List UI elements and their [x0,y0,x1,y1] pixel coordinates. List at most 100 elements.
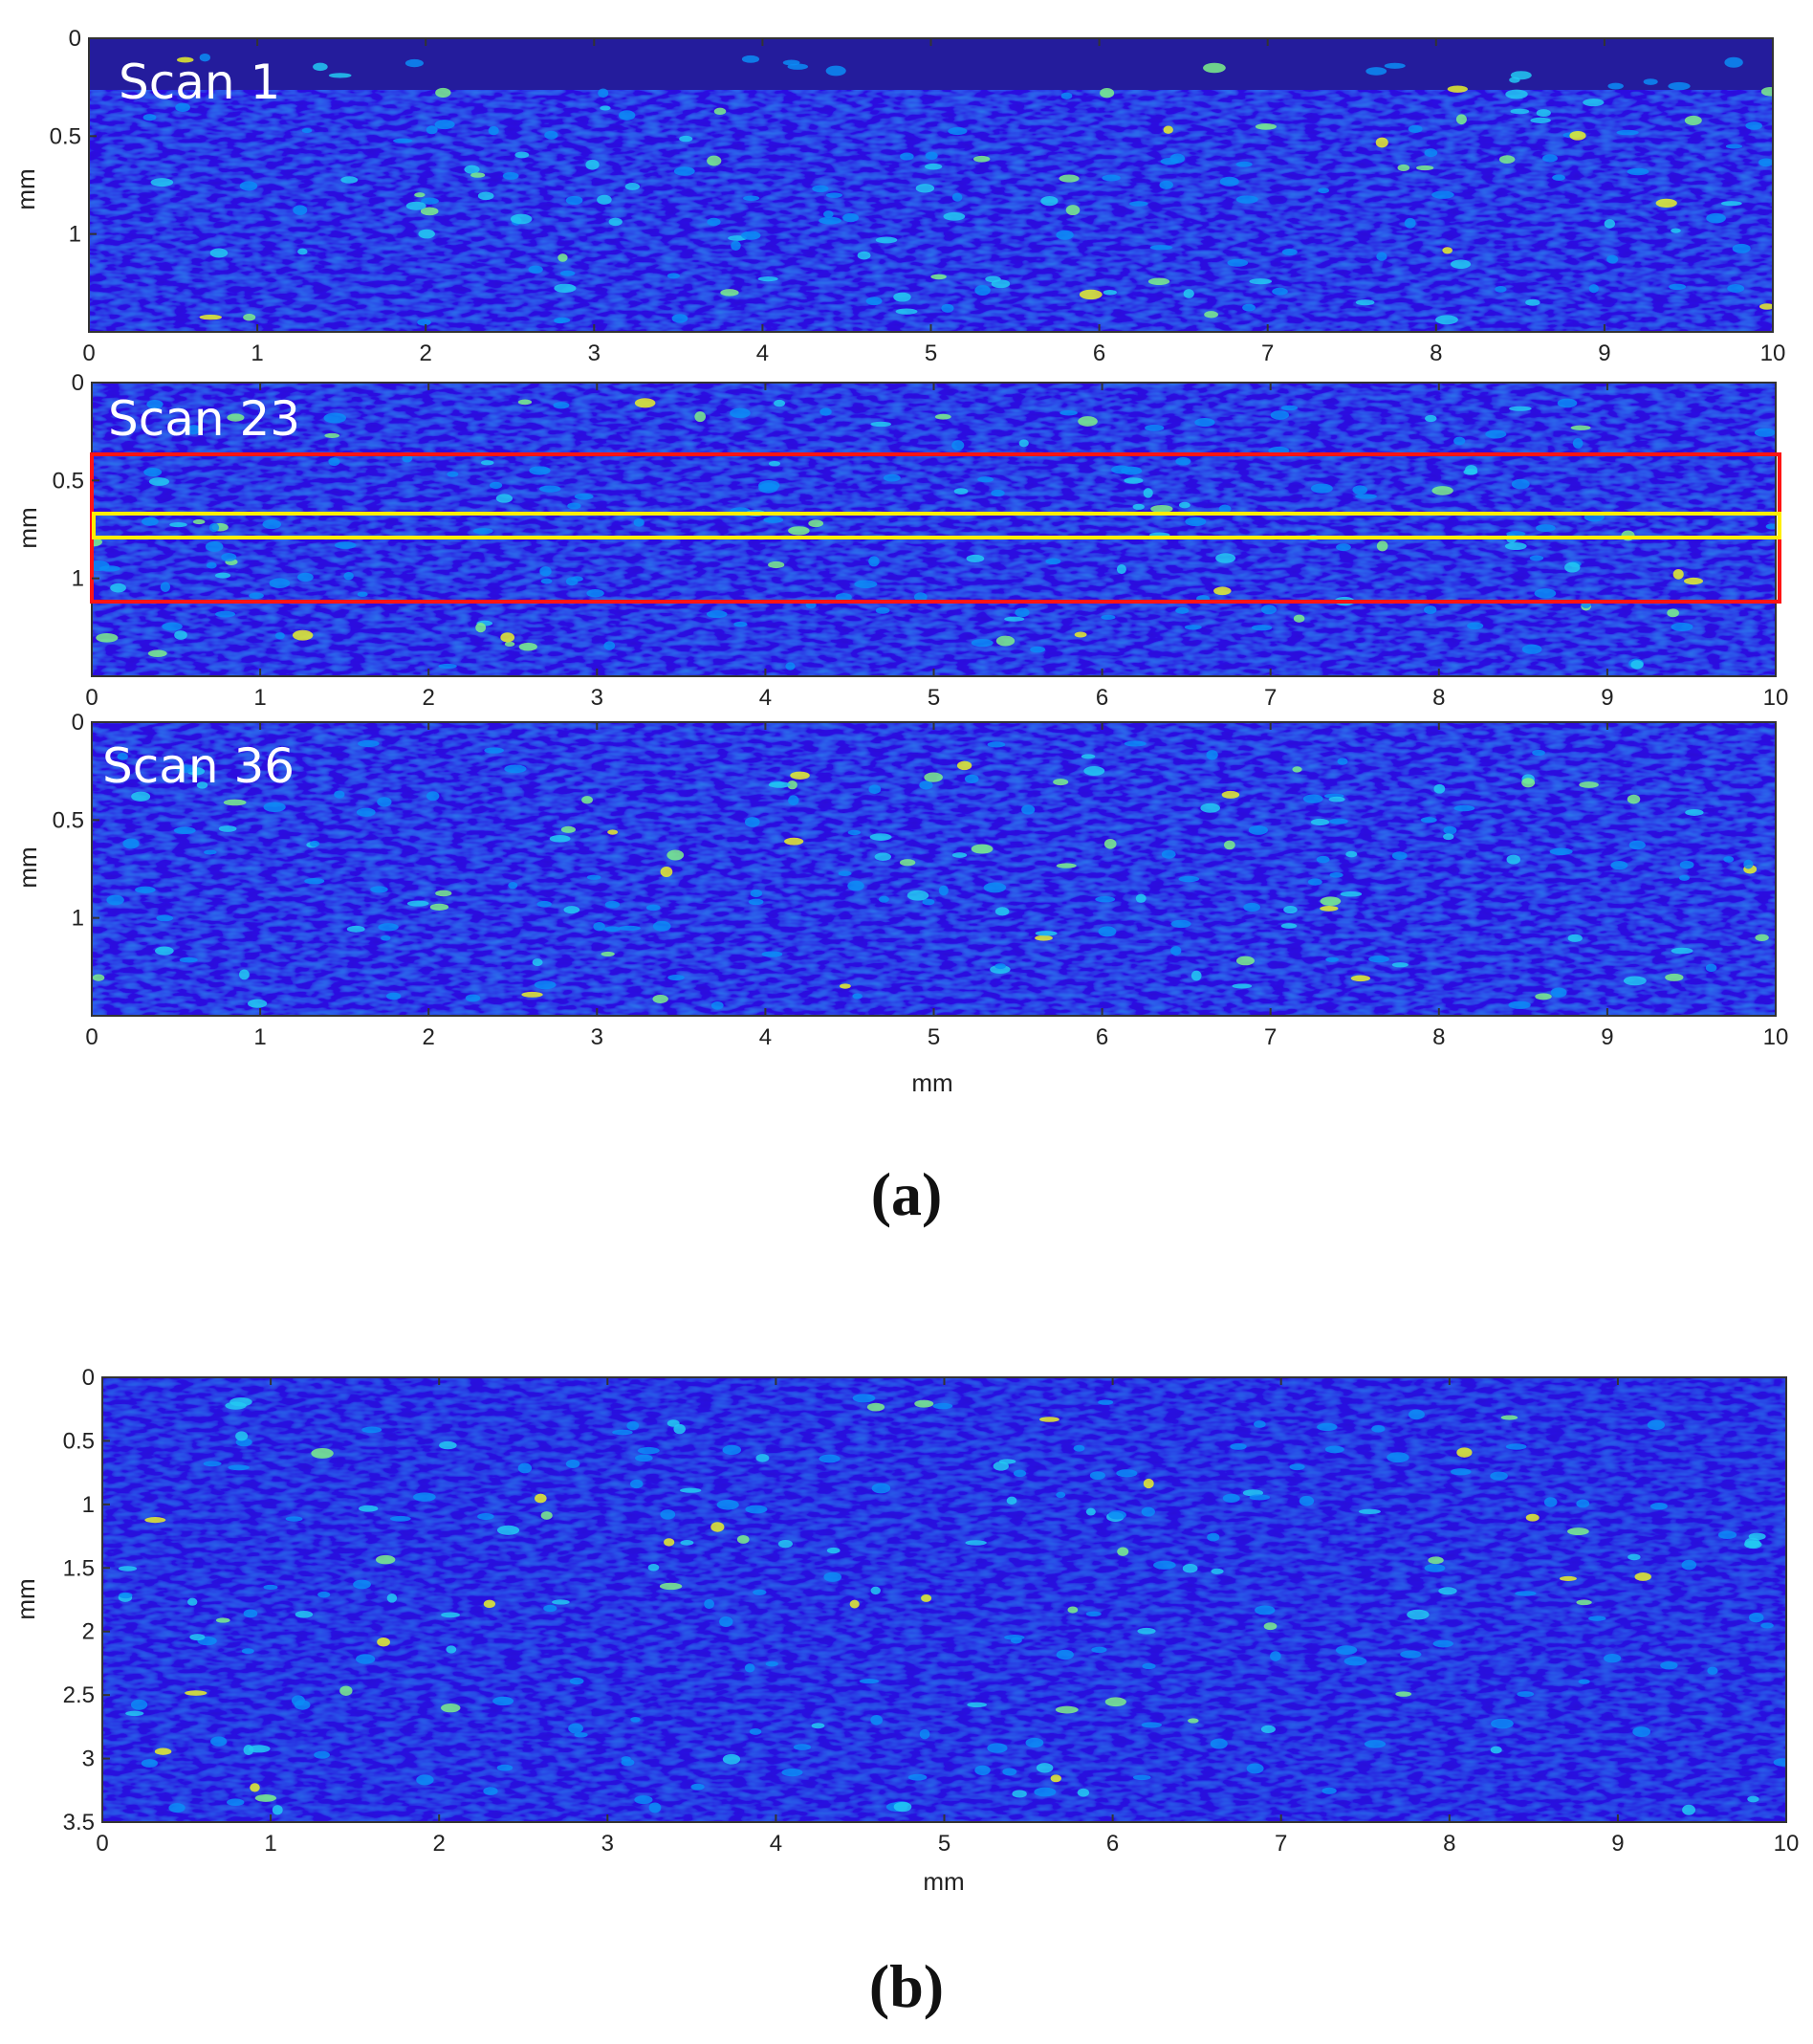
speckle-spot [118,1566,138,1571]
speckle-spot [1671,947,1693,955]
speckle-spot [517,1462,533,1474]
speckle-spot [1135,893,1147,903]
speckle-spot [924,163,943,170]
speckle-spot [586,589,604,598]
speckle-spot [518,642,537,651]
speckle-spot [660,866,673,877]
scan-1-bright-spots [142,53,1773,326]
speckle-spot [941,303,954,313]
speckle-spot [601,951,615,957]
speckle-spot [1765,523,1776,530]
speckle-spot [1188,1718,1199,1724]
speckle-spot [323,412,347,424]
speckle-spot [221,553,237,561]
speckle-spot [1498,155,1516,164]
speckle-spot [285,1516,303,1522]
speckle-spot [1634,1572,1651,1581]
speckle-spot [377,797,392,807]
speckle-spot [922,898,935,906]
speckle-spot [1743,859,1754,869]
speckle-spot [243,1609,258,1618]
speckle-spot [768,560,785,569]
panel-b-y-ticks: 0 0.5 1 1.5 2 2.5 3 3.5 [63,1365,110,1835]
speckle-spot [346,925,365,933]
scan-23-plot: Scan 23 0 1 2 3 4 5 6 7 8 9 10 00.51 mm [13,370,1788,711]
speckle-spot [1521,644,1542,654]
scan-23-x-tick-label: 6 [1096,685,1108,711]
speckle-spot [569,1677,584,1685]
speckle-spot [205,541,224,552]
speckle-spot [743,195,760,201]
speckle-spot [763,516,784,523]
speckle-spot [774,399,786,407]
speckle-spot [1655,198,1677,208]
speckle-spot [214,610,236,618]
speckle-spot [871,1483,891,1494]
speckle-spot [768,460,781,467]
speckle-spot [477,1512,494,1521]
speckle-spot [645,904,661,912]
speckle-spot [1530,117,1551,123]
speckle-spot [1491,1718,1514,1729]
speckle-spot [122,838,140,849]
speckle-spot [1682,1804,1696,1815]
speckle-spot [1432,1639,1453,1648]
speckle-spot [878,895,889,903]
speckle-spot [1101,614,1116,620]
scan-1-plot: Scan 1 0 1 2 3 4 5 6 7 8 9 10 00.51 mm [11,26,1785,366]
speckle-spot [1039,1417,1059,1422]
speckle-spot [1490,1471,1508,1481]
speckle-spot [673,166,695,176]
speckle-spot [1263,1622,1278,1631]
speckle-spot [1143,1478,1154,1489]
speckle-spot [1732,243,1751,253]
speckle-spot [1504,542,1527,551]
speckle-spot [624,183,641,190]
speckle-spot [1576,1599,1592,1606]
speckle-spot [1404,217,1416,229]
panel-b-y-tick-label: 0 [82,1365,95,1391]
speckle-spot [906,890,929,901]
speckle-spot [1435,315,1458,325]
speckle-spot [1143,488,1153,498]
speckle-spot [1059,409,1078,416]
speckle-spot [825,65,846,77]
speckle-spot [1425,414,1437,423]
speckle-spot [292,629,314,641]
speckle-spot [1747,1795,1759,1803]
speckle-spot [600,105,611,111]
speckle-spot [1536,109,1551,118]
speckle-spot [875,236,898,244]
speckle-spot [1204,311,1219,319]
speckle-spot [938,885,949,896]
speckle-spot [243,314,256,321]
speckle-spot [704,1598,714,1610]
speckle-spot [517,399,533,406]
speckle-spot [539,566,552,577]
speckle-spot [1056,230,1074,240]
speckle-spot [358,739,380,748]
speckle-spot [1163,125,1173,134]
speckle-spot [254,1794,277,1802]
speckle-spot [199,53,210,62]
speckle-spot [1578,1679,1590,1684]
speckle-spot [356,807,376,817]
speckle-spot [1224,840,1235,850]
speckle-spot [1175,606,1190,614]
speckle-spot [1073,1444,1085,1452]
speckle-spot [414,192,426,198]
speckle-spot [406,900,429,907]
speckle-spot [1758,158,1773,167]
scan-1-x-tick-label: 0 [82,341,95,366]
speckle-spot [893,1801,912,1813]
speckle-spot [1583,99,1605,107]
speckle-spot [1081,754,1096,759]
speckle-spot [1232,983,1253,989]
roi-inner-box [92,512,1781,539]
speckle-spot [1365,67,1387,76]
speckle-spot [666,273,680,279]
speckle-spot [1059,174,1080,183]
speckle-spot [477,191,494,201]
speckle-spot [1021,804,1036,815]
speckle-spot [235,1431,249,1441]
